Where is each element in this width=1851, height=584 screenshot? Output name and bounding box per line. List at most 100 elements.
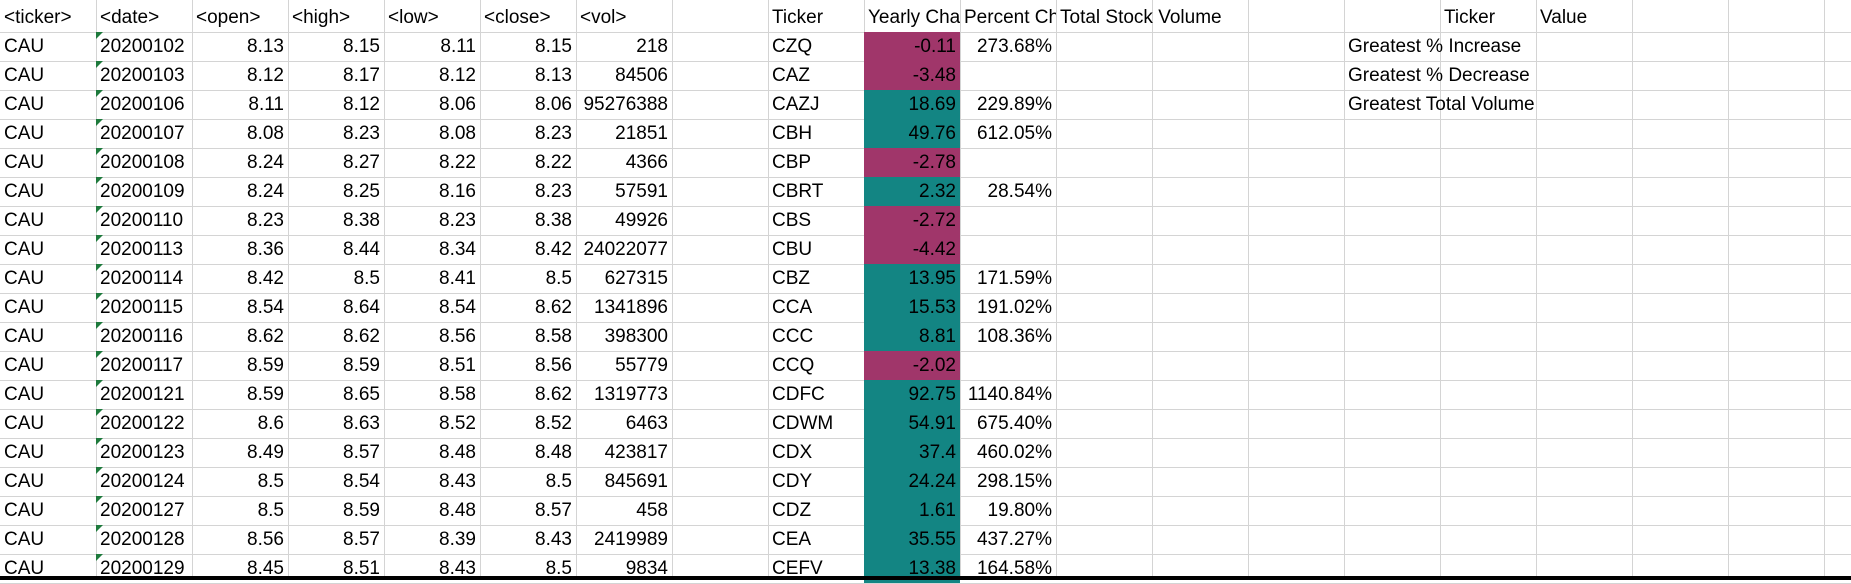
yearly-change-cell[interactable]: 37.4 [864, 438, 960, 467]
ticker-cell[interactable]: CAU [0, 525, 96, 554]
value-cell[interactable]: 8.36 [192, 235, 288, 264]
value-cell[interactable]: 8.5 [480, 467, 576, 496]
ticker-cell[interactable]: CAU [0, 322, 96, 351]
value-cell[interactable]: 8.5 [192, 496, 288, 525]
date-cell[interactable]: 20200103 [96, 61, 192, 90]
header-cell[interactable]: <close> [480, 3, 576, 32]
value-cell[interactable]: 8.41 [384, 264, 480, 293]
yearly-change-cell[interactable]: 54.91 [864, 409, 960, 438]
value-cell[interactable]: 8.56 [384, 322, 480, 351]
value-cell[interactable]: 8.56 [192, 525, 288, 554]
value-cell[interactable]: 8.24 [192, 177, 288, 206]
value-cell[interactable]: 8.64 [288, 293, 384, 322]
percent-change-cell[interactable] [960, 206, 1056, 235]
value-cell[interactable]: 8.08 [192, 119, 288, 148]
value-cell[interactable]: 8.59 [192, 380, 288, 409]
value-cell[interactable]: 8.62 [288, 322, 384, 351]
yearly-change-cell[interactable]: -0.11 [864, 32, 960, 61]
value-cell[interactable]: 8.24 [192, 148, 288, 177]
summary-ticker-cell[interactable]: CCC [768, 322, 864, 351]
value-cell[interactable]: 1341896 [576, 293, 672, 322]
value-cell[interactable]: 8.5 [480, 264, 576, 293]
date-cell[interactable]: 20200109 [96, 177, 192, 206]
ticker-cell[interactable]: CAU [0, 496, 96, 525]
value-cell[interactable]: 8.12 [288, 90, 384, 119]
date-cell[interactable]: 20200127 [96, 496, 192, 525]
yearly-change-cell[interactable]: -2.02 [864, 351, 960, 380]
value-cell[interactable]: 8.39 [384, 525, 480, 554]
value-cell[interactable]: 8.23 [192, 206, 288, 235]
summary-ticker-cell[interactable]: CAZ [768, 61, 864, 90]
yearly-change-cell[interactable]: 1.61 [864, 496, 960, 525]
ticker-cell[interactable]: CAU [0, 380, 96, 409]
value-cell[interactable]: 4366 [576, 148, 672, 177]
ticker-cell[interactable]: CAU [0, 90, 96, 119]
yearly-change-cell[interactable]: 8.81 [864, 322, 960, 351]
value-cell[interactable]: 8.15 [288, 32, 384, 61]
date-cell[interactable]: 20200113 [96, 235, 192, 264]
value-cell[interactable]: 8.15 [480, 32, 576, 61]
value-cell[interactable]: 8.11 [192, 90, 288, 119]
ticker-cell[interactable]: CAU [0, 264, 96, 293]
yearly-change-cell[interactable]: -3.48 [864, 61, 960, 90]
summary-header-cell[interactable]: Ticker [768, 3, 864, 32]
value-cell[interactable]: 8.27 [288, 148, 384, 177]
greatest-label-cell[interactable]: Greatest % Increase [1344, 32, 1521, 61]
summary-ticker-cell[interactable]: CDZ [768, 496, 864, 525]
value-cell[interactable]: 8.42 [192, 264, 288, 293]
percent-change-cell[interactable]: 171.59% [960, 264, 1056, 293]
percent-change-cell[interactable]: 164.58% [960, 554, 1056, 583]
greatest-header-cell[interactable]: Value [1536, 3, 1632, 32]
value-cell[interactable]: 8.23 [480, 119, 576, 148]
date-cell[interactable]: 20200110 [96, 206, 192, 235]
summary-header-cell[interactable]: Percent Ch [960, 3, 1056, 32]
ticker-cell[interactable]: CAU [0, 293, 96, 322]
yearly-change-cell[interactable]: -4.42 [864, 235, 960, 264]
date-cell[interactable]: 20200124 [96, 467, 192, 496]
value-cell[interactable]: 8.48 [480, 438, 576, 467]
value-cell[interactable]: 8.65 [288, 380, 384, 409]
value-cell[interactable]: 8.23 [480, 177, 576, 206]
value-cell[interactable]: 8.58 [384, 380, 480, 409]
ticker-cell[interactable]: CAU [0, 206, 96, 235]
yearly-change-cell[interactable]: 13.95 [864, 264, 960, 293]
ticker-cell[interactable]: CAU [0, 177, 96, 206]
greatest-label-cell[interactable]: Greatest % Decrease [1344, 61, 1530, 90]
value-cell[interactable]: 8.62 [480, 293, 576, 322]
value-cell[interactable]: 8.23 [384, 206, 480, 235]
value-cell[interactable]: 8.12 [192, 61, 288, 90]
summary-ticker-cell[interactable]: CCA [768, 293, 864, 322]
value-cell[interactable]: 84506 [576, 61, 672, 90]
value-cell[interactable]: 8.16 [384, 177, 480, 206]
value-cell[interactable]: 8.54 [192, 293, 288, 322]
date-cell[interactable]: 20200114 [96, 264, 192, 293]
percent-change-cell[interactable]: 19.80% [960, 496, 1056, 525]
value-cell[interactable]: 8.54 [384, 293, 480, 322]
date-cell[interactable]: 20200102 [96, 32, 192, 61]
value-cell[interactable]: 2419989 [576, 525, 672, 554]
value-cell[interactable]: 8.48 [384, 496, 480, 525]
summary-ticker-cell[interactable]: CBU [768, 235, 864, 264]
value-cell[interactable]: 845691 [576, 467, 672, 496]
value-cell[interactable]: 8.06 [384, 90, 480, 119]
value-cell[interactable]: 8.5 [480, 554, 576, 583]
date-cell[interactable]: 20200129 [96, 554, 192, 583]
yearly-change-cell[interactable]: 24.24 [864, 467, 960, 496]
value-cell[interactable]: 423817 [576, 438, 672, 467]
header-cell[interactable]: <date> [96, 3, 192, 32]
value-cell[interactable]: 8.63 [288, 409, 384, 438]
greatest-label-cell[interactable]: Greatest Total Volume [1344, 90, 1535, 119]
yearly-change-cell[interactable]: 92.75 [864, 380, 960, 409]
value-cell[interactable]: 24022077 [576, 235, 672, 264]
ticker-cell[interactable]: CAU [0, 61, 96, 90]
value-cell[interactable]: 8.45 [192, 554, 288, 583]
percent-change-cell[interactable]: 437.27% [960, 525, 1056, 554]
value-cell[interactable]: 8.59 [288, 351, 384, 380]
ticker-cell[interactable]: CAU [0, 119, 96, 148]
value-cell[interactable]: 8.57 [288, 525, 384, 554]
value-cell[interactable]: 8.54 [288, 467, 384, 496]
ticker-cell[interactable]: CAU [0, 32, 96, 61]
percent-change-cell[interactable] [960, 351, 1056, 380]
ticker-cell[interactable]: CAU [0, 148, 96, 177]
value-cell[interactable]: 8.57 [480, 496, 576, 525]
